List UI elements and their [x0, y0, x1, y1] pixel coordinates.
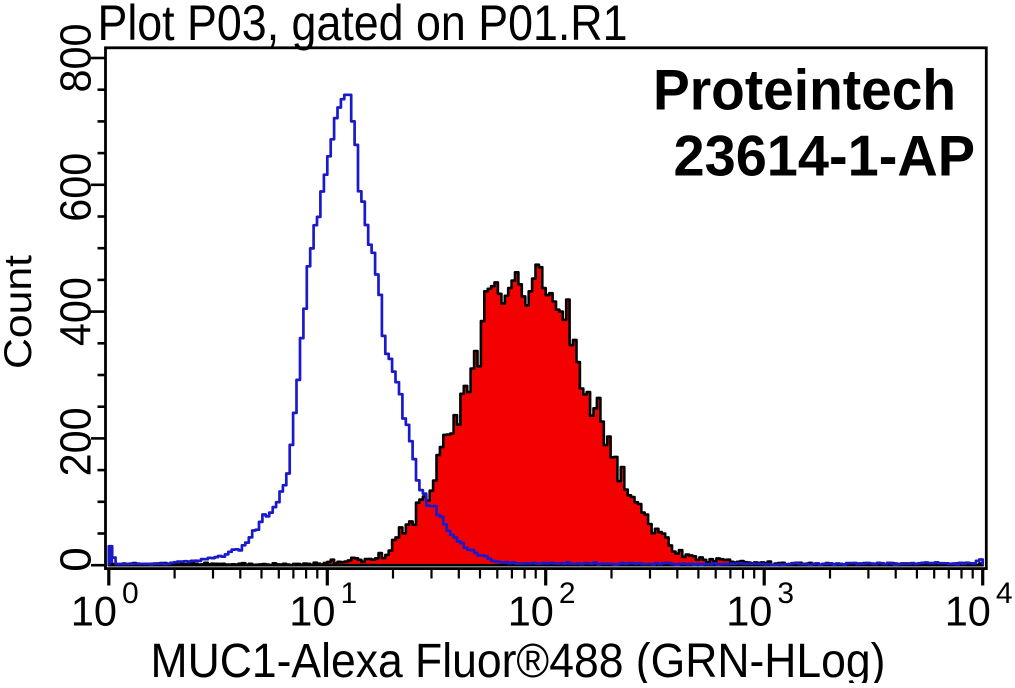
svg-text:23614-1-AP: 23614-1-AP: [674, 124, 976, 188]
svg-text:200: 200: [52, 407, 101, 476]
svg-text:MUC1-Alexa Fluor®488 (GRN-HLog: MUC1-Alexa Fluor®488 (GRN-HLog): [151, 634, 886, 683]
svg-text:800: 800: [52, 24, 101, 93]
svg-text:600: 600: [52, 153, 101, 222]
svg-text:0: 0: [52, 547, 101, 571]
svg-text:Count: Count: [0, 255, 40, 369]
svg-text:Plot P03, gated on P01.R1: Plot P03, gated on P01.R1: [98, 0, 628, 51]
svg-text:400: 400: [52, 277, 101, 346]
svg-text:Proteintech: Proteintech: [653, 59, 956, 123]
